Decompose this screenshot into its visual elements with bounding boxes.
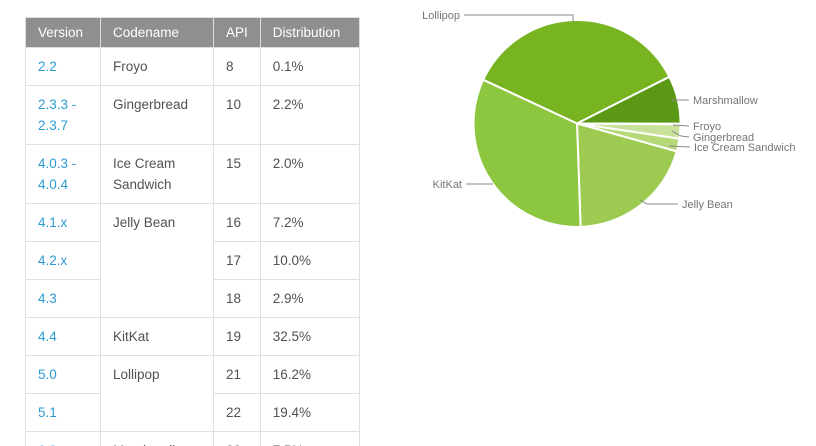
version-link[interactable]: 5.0	[25, 355, 101, 394]
codename-cell: Marshmallow	[100, 431, 214, 446]
codename-cell: Ice Cream Sandwich	[100, 144, 214, 204]
distribution-cell: 7.2%	[259, 203, 360, 242]
version-link[interactable]: 2.2	[25, 47, 101, 86]
version-link[interactable]: 4.3	[25, 279, 101, 318]
pie-label-froyo: Froyo	[693, 121, 721, 133]
leader-line-ice-cream-sandwich	[668, 145, 691, 148]
pie-label-marshmallow: Marshmallow	[693, 95, 758, 107]
table-row: 4.2.x 17 10.0%	[25, 241, 360, 280]
codename-cell: Lollipop	[100, 355, 214, 432]
version-link[interactable]: 2.3.3 - 2.3.7	[25, 85, 101, 145]
table-row: 4.4 KitKat 19 32.5%	[25, 317, 360, 356]
distribution-cell: 0.1%	[259, 47, 360, 86]
pie-label-lollipop: Lollipop	[422, 10, 460, 22]
pie-label-gingerbread: Gingerbread	[693, 132, 754, 144]
api-level-cell: 15	[213, 144, 261, 204]
distribution-cell: 10.0%	[259, 241, 360, 280]
pie-slice-lollipop	[482, 19, 671, 125]
version-link[interactable]: 4.1.x	[25, 203, 101, 242]
codename-cell: KitKat	[100, 317, 214, 356]
version-link[interactable]: 4.2.x	[25, 241, 101, 280]
column-header-distribution: Distribution	[259, 17, 360, 48]
distribution-cell: 2.0%	[259, 144, 360, 204]
distribution-cell: 7.5%	[259, 431, 360, 446]
distribution-cell: 32.5%	[259, 317, 360, 356]
table-row: 2.3.3 - 2.3.7 Gingerbread 10 2.2%	[25, 85, 360, 145]
leader-line-lollipop	[464, 14, 574, 22]
table-header-row: Version Codename API Distribution	[25, 17, 360, 48]
api-level-cell: 17	[213, 241, 261, 280]
api-level-cell: 8	[213, 47, 261, 86]
table-row: 2.2 Froyo 8 0.1%	[25, 47, 360, 86]
distribution-pie-chart: Lollipop Marshmallow Froyo Gingerbread Ice C…	[400, 0, 816, 446]
table-row: 4.3 18 2.9%	[25, 279, 360, 318]
leader-line-gingerbread	[671, 130, 690, 138]
pie-label-jelly-bean: Jelly Bean	[682, 199, 733, 211]
table-row: 6.0Marshmallow237.5%	[25, 431, 360, 446]
version-distribution-table: Version Codename API Distribution 2.2 Froyo 8…	[25, 17, 360, 446]
api-level-cell: 19	[213, 317, 261, 356]
version-link[interactable]: 4.4	[25, 317, 101, 356]
api-level-cell: 16	[213, 203, 261, 242]
table-row: 4.0.3 - 4.0.4 Ice Cream Sandwich 15 2.0%	[25, 144, 360, 204]
table-row: 5.0 Lollipop 21 16.2%	[25, 355, 360, 432]
distribution-cell: 19.4%	[259, 393, 360, 432]
distribution-cell: 16.2%	[259, 355, 360, 394]
distribution-cell: 2.2%	[259, 85, 360, 145]
table-row: 4.1.x Jelly Bean 16 7.2%	[25, 203, 360, 318]
column-header-version: Version	[25, 17, 101, 48]
pie-slice-jelly-bean	[576, 122, 678, 228]
pie-slice-kitkat	[472, 78, 582, 228]
pie-label-kitkat: KitKat	[433, 179, 462, 191]
column-header-api: API	[213, 17, 261, 48]
codename-cell: Gingerbread	[100, 85, 214, 145]
pie-label-ice-cream-sandwich: Ice Cream Sandwich	[694, 142, 796, 154]
codename-cell: Froyo	[100, 47, 214, 86]
api-level-cell: 22	[213, 393, 261, 432]
api-level-cell: 21	[213, 355, 261, 394]
version-link[interactable]: 4.0.3 - 4.0.4	[25, 144, 101, 204]
codename-cell: Jelly Bean	[100, 203, 214, 318]
table-row: 5.1 22 19.4%	[25, 393, 360, 432]
api-level-cell: 18	[213, 279, 261, 318]
version-link[interactable]: 6.0	[25, 431, 101, 446]
column-header-codename: Codename	[100, 17, 214, 48]
version-link[interactable]: 5.1	[25, 393, 101, 432]
leader-line-froyo	[672, 124, 690, 127]
distribution-cell: 2.9%	[259, 279, 360, 318]
api-level-cell: 10	[213, 85, 261, 145]
api-level-cell: 23	[213, 431, 261, 446]
leader-line-jelly-bean	[639, 199, 678, 205]
